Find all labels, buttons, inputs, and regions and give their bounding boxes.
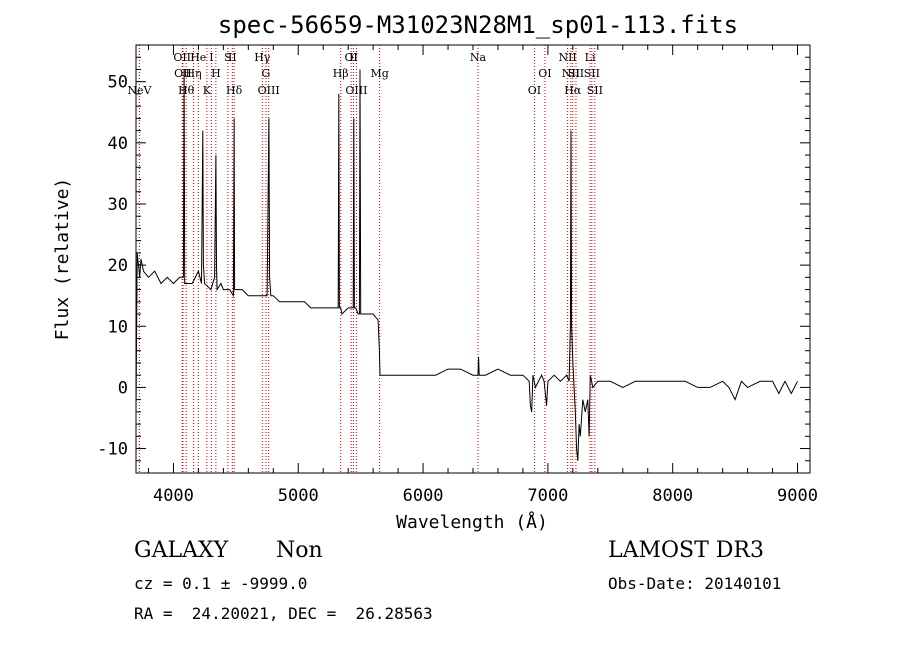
x-tick-label: 9000 xyxy=(777,486,818,506)
line-label: OII xyxy=(173,51,191,64)
y-tick-label: 20 xyxy=(108,256,128,276)
survey-name: LAMOST DR3 xyxy=(608,538,764,563)
y-tick-label: 30 xyxy=(108,195,128,215)
line-label: OIII xyxy=(258,84,280,97)
line-label: Hβ xyxy=(333,67,349,80)
line-label: Hη xyxy=(185,67,201,80)
line-label: Li xyxy=(585,51,596,64)
line-label: II xyxy=(349,51,358,64)
line-label: He xyxy=(190,51,206,64)
line-label: OII xyxy=(174,67,192,80)
line-label: NII xyxy=(562,67,580,80)
line-label: NII xyxy=(558,51,576,64)
observation-date: Obs-Date: 20140101 xyxy=(608,574,782,593)
line-label: Na xyxy=(470,51,487,64)
spectrum-line xyxy=(135,69,798,461)
line-label: OI xyxy=(528,84,541,97)
x-tick-label: 7000 xyxy=(527,486,568,506)
x-axis-label: Wavelength (Å) xyxy=(396,511,548,533)
chart-title: spec-56659-M31023N28M1_sp01-113.fits xyxy=(218,11,738,39)
line-label: Hα xyxy=(564,84,582,97)
y-tick-label: 40 xyxy=(108,134,128,154)
line-label: G xyxy=(262,67,271,80)
line-label: S xyxy=(224,51,232,64)
line-label: Hθ xyxy=(178,84,195,97)
x-tick-label: 5000 xyxy=(278,486,319,506)
line-label: OIII xyxy=(345,84,367,97)
plot-frame xyxy=(135,44,811,474)
x-tick-label: 6000 xyxy=(403,486,444,506)
line-label: SII xyxy=(587,84,603,97)
y-tick-label: 10 xyxy=(108,317,128,337)
x-axis-ticks: 4000 5000 6000 7000 8000 9000 xyxy=(147,45,818,506)
line-label: OI xyxy=(538,67,551,80)
line-label: Mg xyxy=(370,67,388,80)
x-tick-label: 4000 xyxy=(153,486,194,506)
spectral-line-labels: NeVOIIOIIHθHηHeKIHSIIHδHγGOIIIHβOIIIOIII… xyxy=(127,51,603,97)
line-label: K xyxy=(203,84,212,97)
line-label: H xyxy=(211,67,221,80)
line-label: SII xyxy=(584,67,600,80)
y-tick-label: -10 xyxy=(97,440,128,460)
y-tick-label: 0 xyxy=(118,378,128,398)
x-tick-label: 8000 xyxy=(652,486,693,506)
y-tick-label: 50 xyxy=(108,73,128,93)
object-class: GALAXY xyxy=(134,538,229,563)
y-axis-ticks: -10 0 10 20 30 40 50 xyxy=(97,44,810,474)
object-subclass: Non xyxy=(276,538,323,563)
line-label: SII xyxy=(568,67,584,80)
redshift-value: cz = 0.1 ± -9999.0 xyxy=(134,574,308,593)
line-label: Hγ xyxy=(254,51,271,64)
line-label: II xyxy=(228,51,237,64)
line-label: Hδ xyxy=(226,84,243,97)
coordinates: RA = 24.20021, DEC = 26.28563 xyxy=(134,604,433,623)
y-axis-label: Flux (relative) xyxy=(52,178,73,341)
line-label: OI xyxy=(344,51,357,64)
line-label: I xyxy=(209,51,213,64)
line-label: NeV xyxy=(127,84,152,97)
spectral-line-markers xyxy=(138,45,596,473)
